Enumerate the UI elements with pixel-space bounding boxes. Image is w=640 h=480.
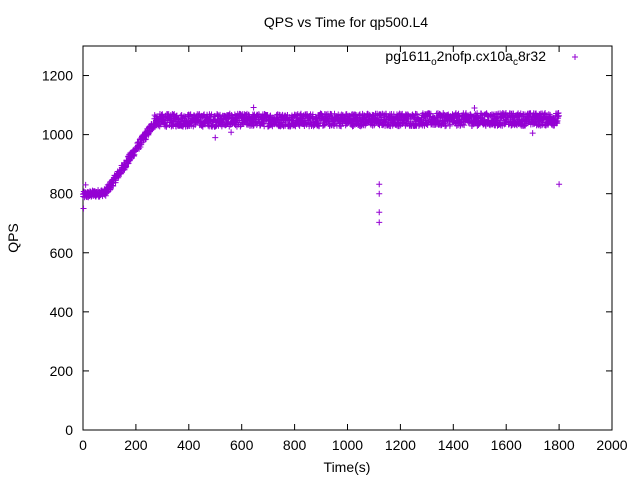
x-axis-ticks: 0 200 400 600 800 1000 1200 1400 1600 1800 2000 xyxy=(79,46,628,453)
outlier-point xyxy=(228,129,235,136)
data-point xyxy=(125,160,132,167)
y-tick-label: 0 xyxy=(65,422,73,438)
y-tick-label: 400 xyxy=(50,304,74,320)
y-axis-ticks: 0 200 400 600 800 1000 1200 xyxy=(42,68,612,438)
x-tick-label: 400 xyxy=(177,437,201,453)
legend-marker xyxy=(572,54,578,60)
x-tick-label: 1400 xyxy=(438,437,469,453)
x-tick-label: 1800 xyxy=(544,437,575,453)
x-tick-label: 600 xyxy=(230,437,254,453)
data-point xyxy=(262,118,269,125)
data-point xyxy=(106,186,113,193)
outlier-point xyxy=(376,219,383,226)
legend-plus-marker xyxy=(572,54,578,60)
data-point xyxy=(138,139,145,146)
data-point xyxy=(142,136,149,143)
chart-title: QPS vs Time for qp500.L4 xyxy=(264,14,428,30)
y-tick-label: 1200 xyxy=(42,68,73,84)
x-tick-label: 1200 xyxy=(385,437,416,453)
data-point xyxy=(509,113,516,120)
data-point xyxy=(427,110,434,117)
outlier-point xyxy=(376,181,383,188)
data-point xyxy=(217,111,224,118)
data-point xyxy=(237,123,244,130)
x-tick-label: 200 xyxy=(124,437,148,453)
data-point xyxy=(320,122,327,129)
data-point xyxy=(187,111,194,118)
outlier-point xyxy=(212,134,219,141)
outlier-point xyxy=(250,104,257,111)
data-point xyxy=(461,122,468,129)
x-axis-label: Time(s) xyxy=(324,459,371,475)
data-point xyxy=(169,121,176,128)
x-tick-label: 800 xyxy=(283,437,307,453)
data-point xyxy=(553,118,560,125)
outlier-point xyxy=(556,181,563,188)
outlier-point xyxy=(376,190,383,197)
x-tick-label: 1600 xyxy=(491,437,522,453)
data-point xyxy=(459,121,466,128)
data-point xyxy=(142,136,149,143)
x-tick-label: 0 xyxy=(79,437,87,453)
data-point xyxy=(338,123,345,130)
data-point xyxy=(331,110,338,117)
outlier-point xyxy=(82,181,89,188)
legend-label: pg1611o2nofp.cx10ac8r32 xyxy=(385,48,546,68)
x-tick-label: 2000 xyxy=(596,437,627,453)
data-points xyxy=(80,104,563,226)
legend: pg1611o2nofp.cx10ac8r32 xyxy=(385,48,578,68)
data-point xyxy=(555,112,562,119)
data-point xyxy=(123,163,130,170)
outlier-point xyxy=(529,130,536,137)
x-tick-label: 1000 xyxy=(332,437,363,453)
y-tick-label: 800 xyxy=(50,186,74,202)
data-point xyxy=(250,122,257,129)
y-tick-label: 1000 xyxy=(42,127,73,143)
y-tick-label: 600 xyxy=(50,245,74,261)
data-point xyxy=(554,117,561,124)
y-axis-label: QPS xyxy=(5,223,21,253)
outlier-point xyxy=(80,205,87,212)
outlier-point xyxy=(376,209,383,216)
outlier-point xyxy=(471,105,478,112)
data-point xyxy=(313,115,320,122)
y-tick-label: 200 xyxy=(50,363,74,379)
